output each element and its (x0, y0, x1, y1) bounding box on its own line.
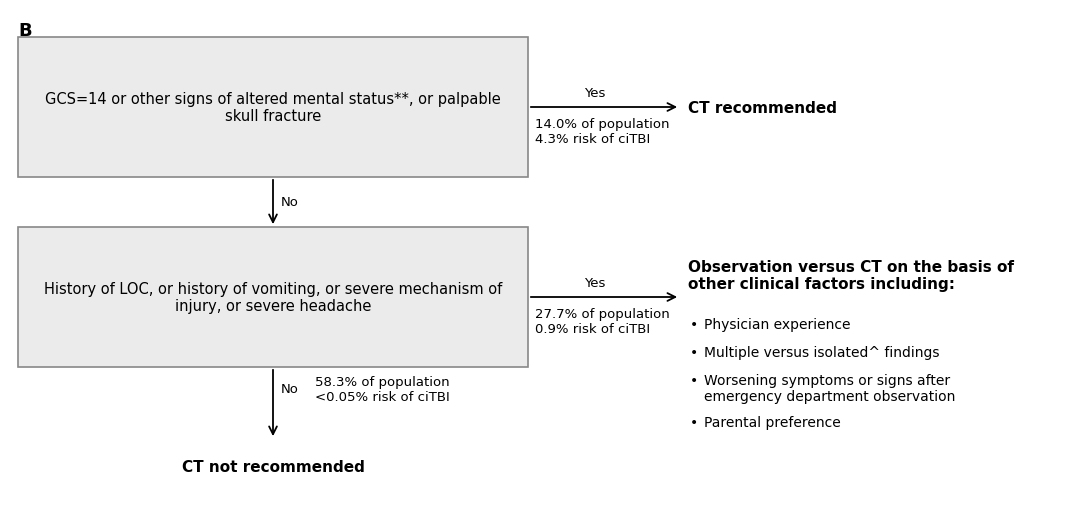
Text: History of LOC, or history of vomiting, or severe mechanism of
injury, or severe: History of LOC, or history of vomiting, … (43, 281, 502, 314)
Text: CT not recommended: CT not recommended (181, 459, 365, 474)
Text: B: B (18, 22, 31, 40)
Text: Worsening symptoms or signs after
emergency department observation: Worsening symptoms or signs after emerge… (704, 373, 956, 403)
Text: Parental preference: Parental preference (704, 415, 841, 429)
Text: GCS=14 or other signs of altered mental status**, or palpable
skull fracture: GCS=14 or other signs of altered mental … (46, 91, 501, 124)
Text: •: • (690, 317, 699, 331)
Text: 58.3% of population
<0.05% risk of ciTBI: 58.3% of population <0.05% risk of ciTBI (315, 375, 450, 403)
Text: 27.7% of population
0.9% risk of ciTBI: 27.7% of population 0.9% risk of ciTBI (535, 308, 669, 335)
FancyBboxPatch shape (18, 38, 528, 178)
Text: Observation versus CT on the basis of
other clinical factors including:: Observation versus CT on the basis of ot… (688, 260, 1014, 292)
Text: Yes: Yes (585, 276, 605, 289)
Text: Physician experience: Physician experience (704, 317, 851, 331)
Text: Multiple versus isolated^ findings: Multiple versus isolated^ findings (704, 345, 940, 359)
Text: •: • (690, 373, 699, 387)
Text: •: • (690, 345, 699, 359)
Text: •: • (690, 415, 699, 429)
FancyBboxPatch shape (18, 228, 528, 367)
Text: No: No (281, 383, 298, 396)
Text: CT recommended: CT recommended (688, 100, 837, 115)
Text: Yes: Yes (585, 87, 605, 100)
Text: 14.0% of population
4.3% risk of ciTBI: 14.0% of population 4.3% risk of ciTBI (535, 118, 669, 146)
Text: No: No (281, 196, 298, 209)
